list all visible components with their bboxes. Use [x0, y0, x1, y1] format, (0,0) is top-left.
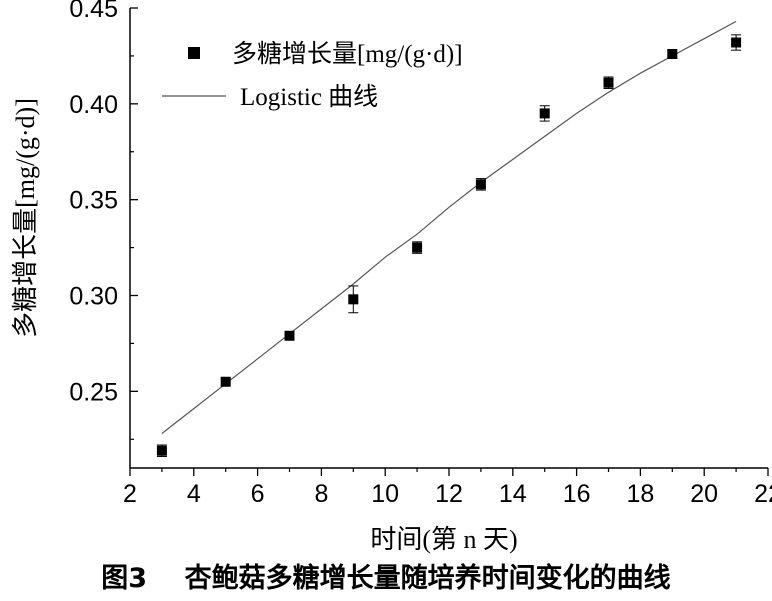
- plot-frame: [129, 8, 768, 469]
- y-tick-label: 0.30: [69, 283, 118, 311]
- data-point: [412, 242, 423, 253]
- data-point: [667, 49, 678, 59]
- data-points-layer: [156, 34, 742, 457]
- legend-label-points: 多糖增长量[mg/(g·d)]: [232, 40, 463, 68]
- legend-label-curve: Logistic 曲线: [240, 83, 378, 111]
- x-tick-label: 4: [187, 480, 201, 508]
- x-tick-label: 20: [690, 480, 718, 508]
- y-tick-label: 0.40: [69, 91, 118, 119]
- logistic-curve-layer: [161, 20, 737, 434]
- x-tick-label: 22: [754, 480, 772, 508]
- data-point: [348, 294, 359, 305]
- chart: 0.250.300.350.400.45 246810121416182022 …: [11, 0, 772, 554]
- x-tick-label: 8: [314, 480, 328, 508]
- legend-marker-square: [188, 47, 200, 59]
- y-tick-label: 0.35: [69, 187, 118, 215]
- y-tick-label: 0.45: [69, 0, 118, 23]
- x-tick-label: 14: [499, 480, 527, 508]
- x-tick-label: 10: [371, 480, 399, 508]
- y-axis: 0.25 0.30 0.35 0.40 0.45: [69, 0, 138, 440]
- data-point: [603, 77, 614, 88]
- legend: 多糖增长量[mg/(g·d)] Logistic 曲线: [162, 40, 463, 111]
- x-tick-label: 18: [626, 480, 654, 508]
- x-axis: 2 4 6 8 10 12 14 16 18 20 22: [123, 468, 772, 508]
- data-point: [220, 376, 231, 387]
- data-point: [475, 179, 486, 190]
- y-tick-label: 0.25: [69, 378, 118, 406]
- data-point: [156, 445, 167, 456]
- x-tick-label: 16: [563, 480, 591, 508]
- x-tick-label: 2: [123, 480, 137, 508]
- logistic-curve: [161, 20, 737, 434]
- data-point: [284, 330, 295, 341]
- data-point: [731, 37, 742, 48]
- figure-caption: 图3 杏鲍菇多糖增长量随培养时间变化的曲线: [101, 563, 671, 594]
- y-axis-title: 多糖增长量[mg/(g·d)]: [11, 98, 40, 338]
- x-axis-title: 时间(第 n 天): [370, 525, 517, 554]
- data-point: [539, 108, 550, 119]
- x-tick-label: 12: [435, 480, 463, 508]
- x-tick-label: 6: [251, 480, 265, 508]
